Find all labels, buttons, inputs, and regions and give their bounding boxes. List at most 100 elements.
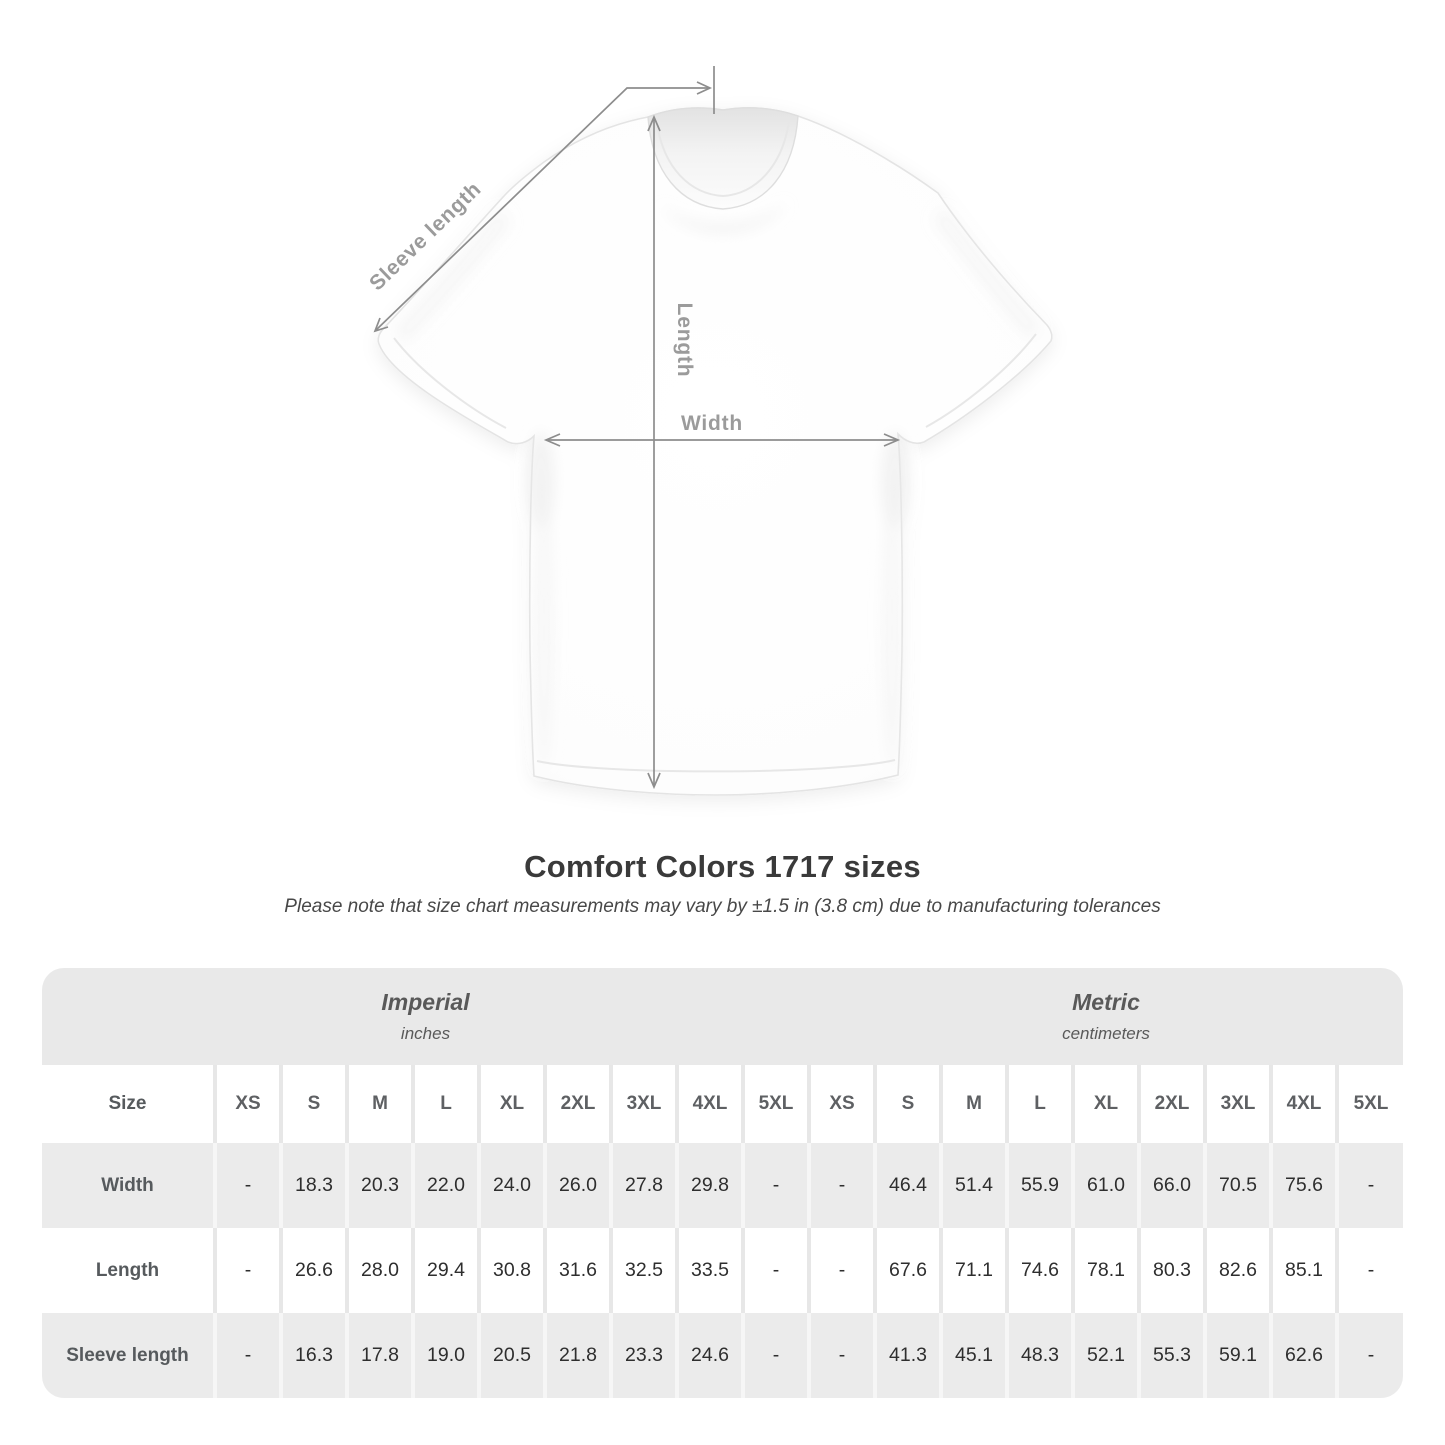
collar-opening	[647, 107, 799, 210]
value-cell: 29.8	[677, 1143, 745, 1228]
measurement-row-sleeve-length: Sleeve length -16.3 17.8 19.0 20.5 21.8 23.3 24…	[42, 1313, 1403, 1398]
value-cell: 26.6	[281, 1228, 349, 1313]
size-table-container: Imperial inches Metric centimeters Size XS S M L…	[42, 968, 1403, 1398]
value-cell: -	[215, 1313, 283, 1398]
size-header-cell: 3XL	[611, 1065, 679, 1143]
page-subtitle: Please note that size chart measurements…	[284, 896, 1161, 917]
value-cell: 45.1	[941, 1313, 1009, 1398]
value-cell: 66.0	[1139, 1143, 1207, 1228]
fabric-shading	[395, 202, 1040, 770]
value-cell: 32.5	[611, 1228, 679, 1313]
value-cell: 17.8	[347, 1313, 415, 1398]
value-cell: 55.3	[1139, 1313, 1207, 1398]
value-cell: -	[215, 1228, 283, 1313]
value-cell: -	[1337, 1228, 1403, 1313]
unit-group-name: Imperial	[381, 989, 470, 1015]
value-cell: 55.9	[1007, 1143, 1075, 1228]
size-header-cell: 5XL	[1337, 1065, 1403, 1143]
value-cell: 20.3	[347, 1143, 415, 1228]
value-cell: 61.0	[1073, 1143, 1141, 1228]
width-arrow	[543, 433, 901, 447]
page-title: Comfort Colors 1717 sizes	[524, 849, 921, 884]
size-header-cell: L	[1007, 1065, 1075, 1143]
value-cell: 80.3	[1139, 1228, 1207, 1313]
measurement-row-length: Length -26.6 28.0 29.4 30.8 31.6 32.5 33.5- -67.…	[42, 1228, 1403, 1313]
size-header-cell: S	[281, 1065, 349, 1143]
size-header-cell: 2XL	[1139, 1065, 1207, 1143]
value-cell: 31.6	[545, 1228, 613, 1313]
value-cell: -	[743, 1313, 811, 1398]
value-cell: 70.5	[1205, 1143, 1273, 1228]
width-label: Width	[681, 412, 743, 435]
row-header-size: Size	[42, 1065, 217, 1143]
value-cell: 26.0	[545, 1143, 613, 1228]
value-cell: 46.4	[875, 1143, 943, 1228]
value-cell: 62.6	[1271, 1313, 1339, 1398]
value-cell: -	[809, 1313, 877, 1398]
value-cell: 16.3	[281, 1313, 349, 1398]
row-label-cell: Sleeve length	[42, 1313, 217, 1398]
value-cell: 33.5	[677, 1228, 745, 1313]
tshirt-graphic	[377, 106, 1053, 796]
row-label-cell: Width	[42, 1143, 217, 1228]
size-header-cell: 4XL	[1271, 1065, 1339, 1143]
value-cell: -	[809, 1228, 877, 1313]
length-label: Length	[673, 303, 696, 378]
bottom-hem-seam	[536, 759, 896, 773]
value-cell: 22.0	[413, 1143, 481, 1228]
value-cell: 85.1	[1271, 1228, 1339, 1313]
value-cell: 71.1	[941, 1228, 1009, 1313]
value-cell: -	[1337, 1143, 1403, 1228]
value-cell: 19.0	[413, 1313, 481, 1398]
size-header-cell: M	[347, 1065, 415, 1143]
unit-group-header-imperial: Imperial inches	[42, 968, 809, 1065]
value-cell: 24.6	[677, 1313, 745, 1398]
value-cell: -	[809, 1143, 877, 1228]
sleeve-length-arrow	[373, 66, 715, 333]
size-header-row: Size XS S M L XL 2XL 3XL 4XL 5XL XS S M L XL 2XL 3XL 4XL 5…	[42, 1065, 1403, 1143]
right-sleeve-hem-seam	[925, 333, 1037, 428]
value-cell: -	[215, 1143, 283, 1228]
unit-band-row: Imperial inches Metric centimeters	[42, 968, 1403, 1065]
value-cell: -	[743, 1228, 811, 1313]
value-cell: -	[743, 1143, 811, 1228]
value-cell: 20.5	[479, 1313, 547, 1398]
tshirt-body	[377, 106, 1053, 796]
size-header-cell: 4XL	[677, 1065, 745, 1143]
value-cell: 41.3	[875, 1313, 943, 1398]
value-cell: 75.6	[1271, 1143, 1339, 1228]
measurement-row-width: Width -18.3 20.3 22.0 24.0 26.0 27.8 29.8- -46.4…	[42, 1143, 1403, 1228]
collar-band-seam	[656, 121, 790, 198]
left-sleeve-hem-seam	[393, 337, 507, 429]
size-header-cell: M	[941, 1065, 1009, 1143]
value-cell: 24.0	[479, 1143, 547, 1228]
value-cell: 29.4	[413, 1228, 481, 1313]
value-cell: 27.8	[611, 1143, 679, 1228]
unit-group-name: Metric	[1072, 989, 1140, 1015]
size-header-cell: XL	[479, 1065, 547, 1143]
value-cell: -	[1337, 1313, 1403, 1398]
value-cell: 30.8	[479, 1228, 547, 1313]
size-header-cell: S	[875, 1065, 943, 1143]
size-header-cell: XS	[215, 1065, 283, 1143]
size-header-cell: XS	[809, 1065, 877, 1143]
length-arrow	[647, 114, 661, 790]
value-cell: 48.3	[1007, 1313, 1075, 1398]
size-header-cell: XL	[1073, 1065, 1141, 1143]
value-cell: 18.3	[281, 1143, 349, 1228]
value-cell: 23.3	[611, 1313, 679, 1398]
value-cell: 51.4	[941, 1143, 1009, 1228]
value-cell: 52.1	[1073, 1313, 1141, 1398]
size-table: Imperial inches Metric centimeters Size XS S M L…	[42, 968, 1403, 1398]
row-label-cell: Length	[42, 1228, 217, 1313]
size-header-cell: 3XL	[1205, 1065, 1273, 1143]
value-cell: 21.8	[545, 1313, 613, 1398]
value-cell: 67.6	[875, 1228, 943, 1313]
tshirt-measurement-diagram: Sleeve length Length Width	[365, 66, 1053, 796]
unit-group-header-metric: Metric centimeters	[809, 968, 1403, 1065]
value-cell: 59.1	[1205, 1313, 1273, 1398]
size-header-cell: 5XL	[743, 1065, 811, 1143]
value-cell: 82.6	[1205, 1228, 1273, 1313]
value-cell: 74.6	[1007, 1228, 1075, 1313]
